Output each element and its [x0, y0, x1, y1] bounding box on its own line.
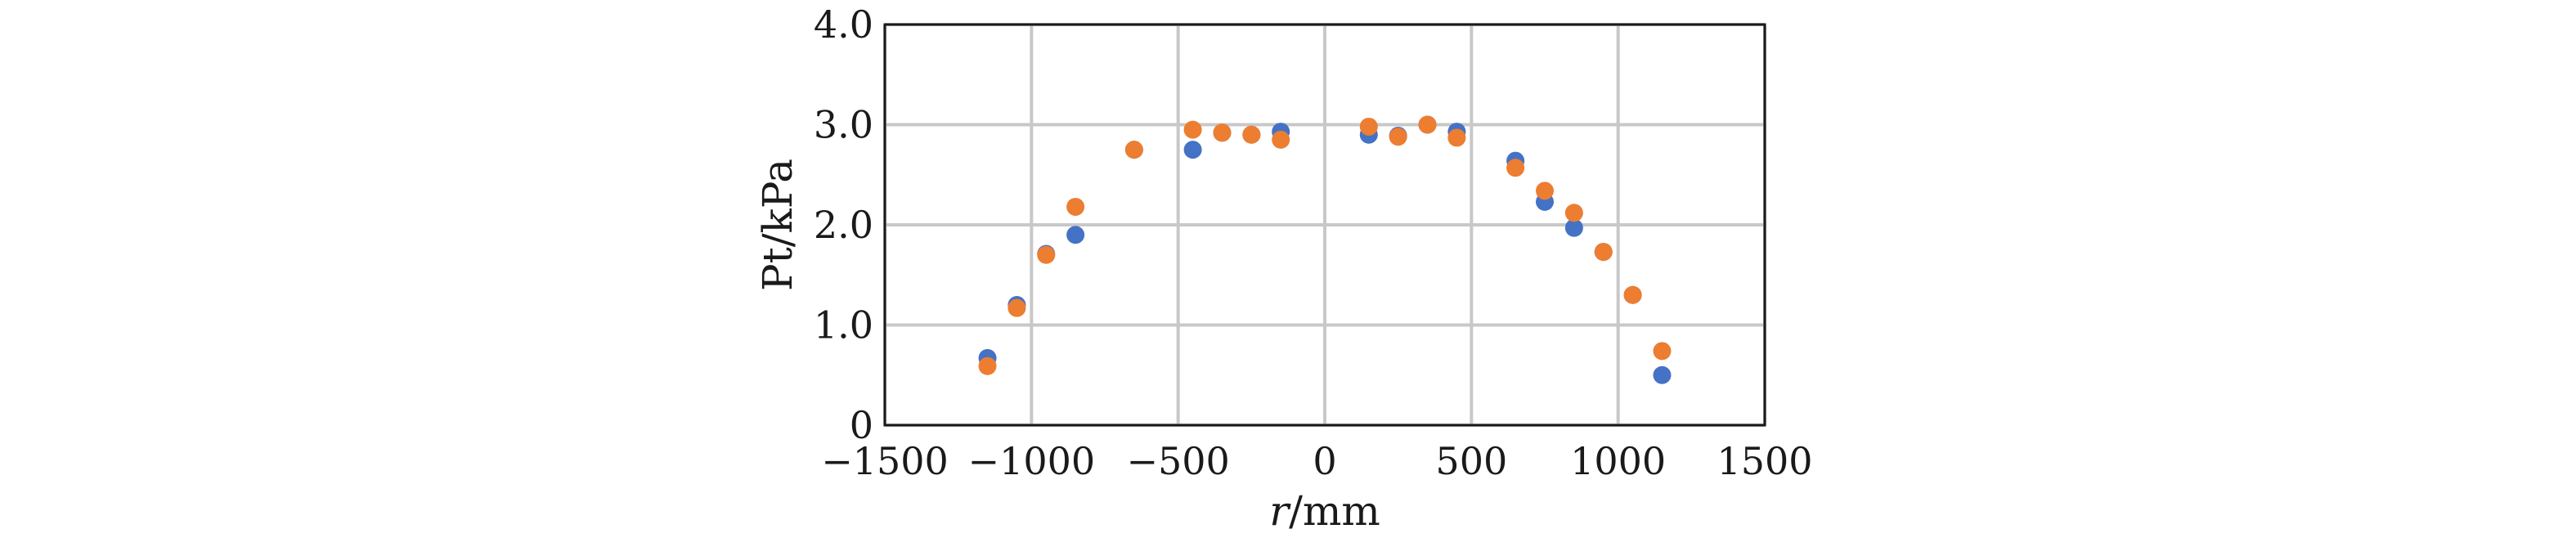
series-2-point [1037, 245, 1056, 264]
x-tick-label: −1000 [968, 439, 1096, 483]
y-tick-label: 3.0 [814, 103, 873, 147]
y-tick-label: 1.0 [814, 303, 873, 347]
series-2-point [1564, 204, 1583, 222]
series-1-point [1653, 365, 1672, 384]
series-2-point [1389, 128, 1407, 146]
x-tick-label: 1000 [1570, 439, 1666, 483]
series-2-point [1653, 342, 1672, 361]
series-2-point [1447, 128, 1466, 147]
x-axis-ticks: −1500 −1000 −500 0 500 1000 1500 [821, 439, 1812, 483]
series-2-point [1506, 159, 1525, 177]
x-axis-label-variable: r [1269, 487, 1291, 535]
x-tick-label: 500 [1435, 439, 1507, 483]
y-tick-label: 2.0 [814, 203, 873, 247]
x-axis-label: r/mm [1269, 487, 1380, 535]
series-2-point [1623, 285, 1642, 304]
x-tick-label: −1500 [821, 439, 949, 483]
series-1-point [1066, 226, 1085, 244]
series-2-point [1183, 120, 1202, 139]
y-axis-label: Pt/kPa [754, 159, 801, 291]
y-axis-ticks: 0 1.0 2.0 3.0 4.0 [814, 2, 873, 447]
x-tick-label: 1500 [1717, 439, 1812, 483]
data-points [978, 115, 1672, 384]
y-tick-label: 4.0 [814, 2, 873, 47]
series-2-point [1594, 243, 1613, 262]
x-tick-label: 0 [1313, 439, 1336, 483]
series-2-point [1124, 141, 1143, 159]
grid [883, 23, 1766, 427]
x-axis-label-unit: /mm [1289, 487, 1380, 535]
series-2-point [978, 356, 997, 375]
series-1-point [1183, 141, 1202, 159]
x-tick-label: −500 [1126, 439, 1229, 483]
series-2-point [1359, 117, 1378, 136]
y-tick-label: 0 [850, 403, 873, 447]
series-2-point [1272, 130, 1290, 149]
series-2-point [1536, 182, 1554, 200]
series-1-point [1564, 218, 1583, 237]
series-2-point [1213, 123, 1232, 142]
series-2-point [1242, 125, 1261, 144]
plot-area-frame [883, 23, 1766, 427]
series-2-point [1008, 298, 1026, 317]
series-2-point [1418, 115, 1437, 134]
series-2-point [1066, 197, 1085, 216]
